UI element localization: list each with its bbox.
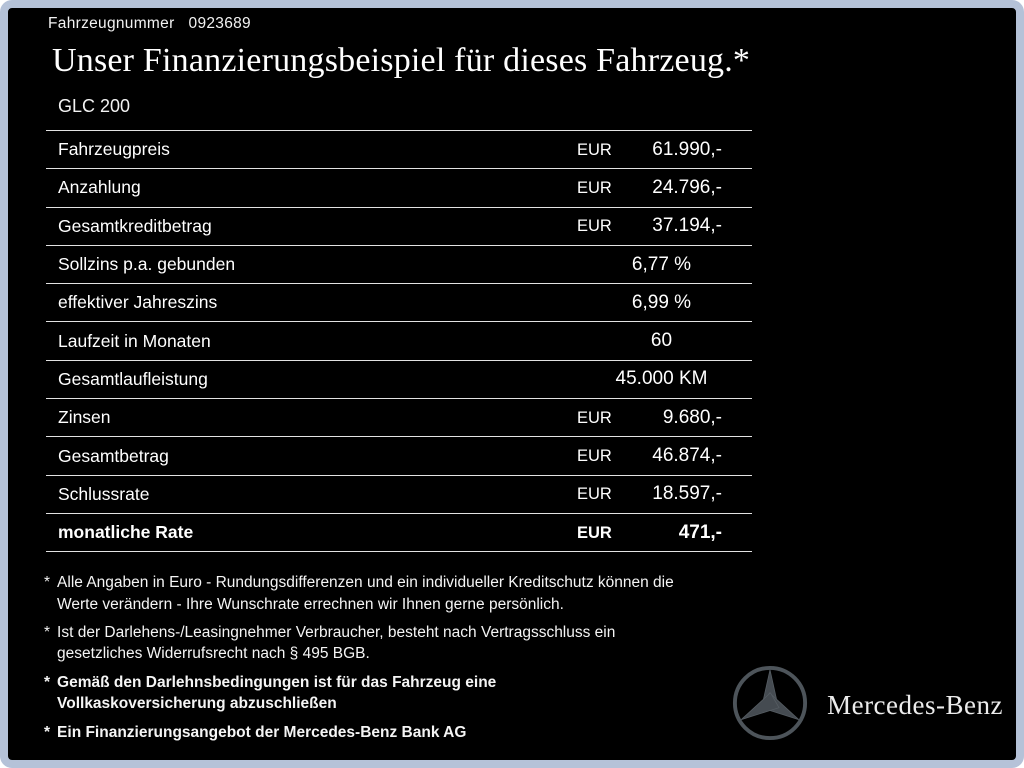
- page-title: Unser Finanzierungsbeispiel für dieses F…: [52, 42, 751, 79]
- table-row: Zinsen EUR 9.680,-: [46, 399, 752, 438]
- row-value-cell: 6,99 %: [577, 292, 722, 314]
- row-value: 60: [650, 330, 673, 352]
- footnote: * Gemäß den Darlehnsbedingungen ist für …: [44, 672, 784, 715]
- row-label: Gesamtlaufleistung: [58, 368, 208, 389]
- row-value: 46.874,-: [652, 445, 722, 467]
- row-value-cell: EUR 18.597,-: [577, 483, 722, 505]
- table-row: Sollzins p.a. gebunden 6,77 %: [46, 246, 752, 285]
- footnote: * Ein Finanzierungsangebot der Mercedes-…: [44, 722, 784, 743]
- vehicle-model: GLC 200: [58, 96, 131, 116]
- table-row: effektiver Jahreszins 6,99 %: [46, 284, 752, 323]
- vehicle-number-value: 0923689: [188, 15, 251, 32]
- row-value-cell: EUR 61.990,-: [577, 139, 722, 161]
- currency-label: EUR: [577, 447, 612, 466]
- row-value-cell: EUR 46.874,-: [577, 445, 722, 467]
- currency-label: EUR: [577, 217, 612, 236]
- row-value: 9.680,-: [662, 406, 722, 428]
- currency-label: EUR: [577, 140, 612, 159]
- brand-block: Mercedes-Benz: [731, 664, 1003, 747]
- row-value: 6,99 %: [631, 291, 692, 313]
- table-row-monthly-rate: monatliche Rate EUR 471,-: [46, 514, 752, 553]
- row-value-cell: EUR 471,-: [577, 522, 722, 544]
- finance-table: Fahrzeugpreis EUR 61.990,- Anzahlung EUR…: [46, 130, 752, 553]
- row-value: 45.000 KM: [615, 368, 708, 390]
- footnote-marker: *: [44, 673, 51, 691]
- table-row: Anzahlung EUR 24.796,-: [46, 169, 752, 208]
- row-value: 471,-: [678, 521, 722, 543]
- footnotes: * Alle Angaben in Euro - Rundungsdiffere…: [44, 572, 784, 743]
- table-row: Gesamtlaufleistung 45.000 KM: [46, 361, 752, 400]
- table-row: Fahrzeugpreis EUR 61.990,-: [46, 131, 752, 170]
- row-value-cell: 6,77 %: [577, 254, 722, 276]
- row-label: Schlussrate: [58, 483, 150, 504]
- row-value: 6,77 %: [631, 253, 692, 275]
- row-value-cell: EUR 37.194,-: [577, 215, 722, 237]
- row-value-cell: 45.000 KM: [577, 368, 722, 390]
- footnote-marker: *: [44, 624, 51, 642]
- currency-label: EUR: [577, 178, 612, 197]
- vehicle-number: Fahrzeugnummer 0923689: [48, 15, 1016, 33]
- row-label: Sollzins p.a. gebunden: [58, 254, 236, 275]
- table-row: Gesamtkreditbetrag EUR 37.194,-: [46, 208, 752, 246]
- footnote: * Alle Angaben in Euro - Rundungsdiffere…: [44, 572, 784, 615]
- brand-name: Mercedes-Benz: [827, 690, 1003, 720]
- row-value-cell: 60: [577, 330, 722, 352]
- row-value: 61.990,-: [652, 138, 722, 160]
- row-label: Laufzeit in Monaten: [58, 330, 211, 351]
- table-row: Laufzeit in Monaten 60: [46, 322, 752, 361]
- footnote-marker: *: [44, 723, 51, 741]
- row-label: effektiver Jahreszins: [58, 292, 218, 313]
- row-label: Zinsen: [58, 407, 111, 428]
- vehicle-number-label: Fahrzeugnummer: [48, 15, 175, 32]
- footnote-text: Gemäß den Darlehnsbedingungen ist für da…: [57, 673, 497, 713]
- row-value: 37.194,-: [652, 215, 722, 237]
- table-row: Schlussrate EUR 18.597,-: [46, 476, 752, 514]
- footnote-text: Ein Finanzierungsangebot der Mercedes-Be…: [57, 723, 467, 741]
- row-label: Gesamtkreditbetrag: [58, 215, 212, 236]
- footnote-text: Ist der Darlehens-/Leasingnehmer Verbrau…: [57, 624, 616, 663]
- row-label: Fahrzeugpreis: [58, 139, 170, 160]
- footnote: * Ist der Darlehens-/Leasingnehmer Verbr…: [44, 622, 784, 665]
- currency-label: EUR: [577, 408, 612, 427]
- mercedes-star-icon: [731, 664, 809, 747]
- currency-label: EUR: [577, 485, 612, 504]
- footnote-marker: *: [44, 574, 51, 592]
- row-value: 18.597,-: [652, 483, 722, 505]
- row-label: Anzahlung: [58, 177, 141, 198]
- row-label: Gesamtbetrag: [58, 445, 169, 466]
- row-label: monatliche Rate: [58, 522, 194, 543]
- table-row: Gesamtbetrag EUR 46.874,-: [46, 437, 752, 476]
- footnote-text: Alle Angaben in Euro - Rundungsdifferenz…: [57, 574, 674, 613]
- row-value-cell: EUR 9.680,-: [577, 407, 722, 429]
- row-value: 24.796,-: [652, 176, 722, 198]
- row-value-cell: EUR 24.796,-: [577, 177, 722, 199]
- currency-label: EUR: [577, 523, 612, 542]
